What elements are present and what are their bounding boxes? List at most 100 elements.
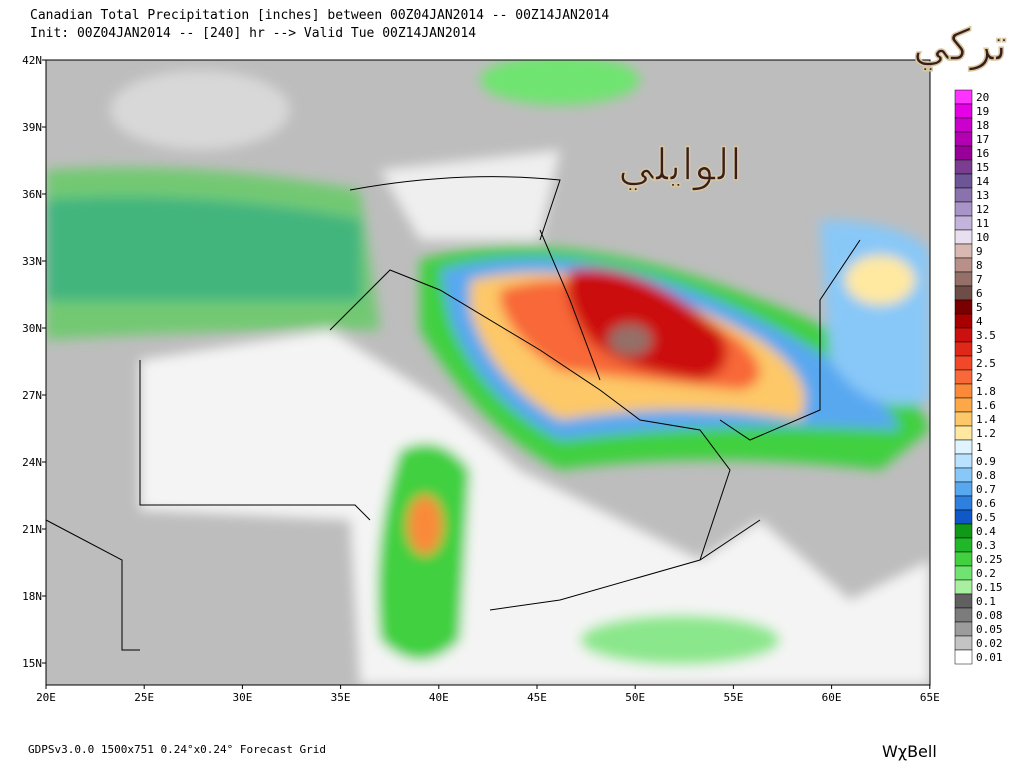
legend-label: 0.8 bbox=[976, 469, 996, 482]
lon-label: 60E bbox=[822, 691, 842, 704]
legend-swatch bbox=[954, 131, 973, 147]
legend-label: 16 bbox=[976, 147, 989, 160]
legend-swatch bbox=[954, 593, 973, 609]
legend-label: 0.1 bbox=[976, 595, 996, 608]
legend-label: 13 bbox=[976, 189, 989, 202]
precip-map bbox=[46, 60, 930, 685]
legend-label: 0.6 bbox=[976, 497, 996, 510]
legend-label: 20 bbox=[976, 91, 989, 104]
legend-label: 1.4 bbox=[976, 413, 996, 426]
lat-label: 30N bbox=[22, 322, 42, 335]
legend-swatch bbox=[954, 439, 973, 455]
legend-swatch bbox=[954, 425, 973, 441]
legend-label: 0.5 bbox=[976, 511, 996, 524]
footer-logo: WχBell bbox=[882, 742, 937, 761]
legend-swatch bbox=[954, 285, 973, 301]
legend-swatch bbox=[954, 551, 973, 567]
legend-label: 0.15 bbox=[976, 581, 1003, 594]
legend-swatch bbox=[954, 187, 973, 203]
legend-swatch bbox=[954, 173, 973, 189]
legend-label: 19 bbox=[976, 105, 989, 118]
lat-label: 42N bbox=[22, 54, 42, 67]
legend-label: 5 bbox=[976, 301, 983, 314]
legend-label: 2.5 bbox=[976, 357, 996, 370]
legend-swatch bbox=[954, 495, 973, 511]
legend-swatch bbox=[954, 481, 973, 497]
watermark-line2: الوايلي bbox=[618, 140, 742, 191]
legend-label: 4 bbox=[976, 315, 983, 328]
lon-label: 65E bbox=[920, 691, 940, 704]
lon-label: 25E bbox=[134, 691, 154, 704]
legend-label: 0.25 bbox=[976, 553, 1003, 566]
lat-label: 27N bbox=[22, 389, 42, 402]
lon-label: 45E bbox=[527, 691, 547, 704]
legend-swatch bbox=[954, 229, 973, 245]
legend-swatch bbox=[954, 397, 973, 413]
legend-swatch bbox=[954, 243, 973, 259]
legend-label: 1.6 bbox=[976, 399, 996, 412]
lat-label: 36N bbox=[22, 188, 42, 201]
legend-swatch bbox=[954, 369, 973, 385]
legend-swatch bbox=[954, 649, 973, 665]
legend-swatch bbox=[954, 313, 973, 329]
legend-label: 3.5 bbox=[976, 329, 996, 342]
legend-swatch bbox=[954, 257, 973, 273]
map-frame bbox=[45, 59, 931, 686]
legend-label: 1.2 bbox=[976, 427, 996, 440]
watermark-line1: تركي bbox=[913, 20, 1007, 71]
legend-swatch bbox=[954, 103, 973, 119]
legend-swatch bbox=[954, 537, 973, 553]
legend-label: 1.8 bbox=[976, 385, 996, 398]
header-line1: Canadian Total Precipitation [inches] be… bbox=[30, 8, 609, 23]
legend-swatch bbox=[954, 453, 973, 469]
legend-label: 18 bbox=[976, 119, 989, 132]
legend-swatch bbox=[954, 621, 973, 637]
legend-label: 6 bbox=[976, 287, 983, 300]
legend-swatch bbox=[954, 467, 973, 483]
legend-swatch bbox=[954, 579, 973, 595]
legend-label: 2 bbox=[976, 371, 983, 384]
lon-label: 50E bbox=[625, 691, 645, 704]
legend-label: 11 bbox=[976, 217, 989, 230]
legend-swatch bbox=[954, 159, 973, 175]
legend-label: 3 bbox=[976, 343, 983, 356]
legend-swatch bbox=[954, 635, 973, 651]
legend-label: 0.9 bbox=[976, 455, 996, 468]
legend-label: 0.7 bbox=[976, 483, 996, 496]
legend-swatch bbox=[954, 355, 973, 371]
lon-label: 55E bbox=[723, 691, 743, 704]
lat-label: 21N bbox=[22, 523, 42, 536]
legend-label: 10 bbox=[976, 231, 989, 244]
footer-info: GDPSv3.0.0 1500x751 0.24°x0.24° Forecast… bbox=[28, 743, 326, 756]
legend-label: 0.3 bbox=[976, 539, 996, 552]
legend-label: 14 bbox=[976, 175, 990, 188]
legend-swatch bbox=[954, 523, 973, 539]
header-line2: Init: 00Z04JAN2014 -- [240] hr --> Valid… bbox=[30, 26, 476, 41]
lon-label: 20E bbox=[36, 691, 56, 704]
axis-labels: 42N 39N 36N 33N 30N 27N 24N 21N 18N 15N 20E 25E 30E 3… bbox=[22, 54, 940, 704]
color-legend: 20191817161514131211109876543.532.521.81… bbox=[954, 89, 1003, 665]
legend-label: 15 bbox=[976, 161, 989, 174]
lat-label: 33N bbox=[22, 255, 42, 268]
legend-swatch bbox=[954, 145, 973, 161]
legend-swatch bbox=[954, 89, 973, 105]
legend-swatch bbox=[954, 327, 973, 343]
legend-label: 17 bbox=[976, 133, 989, 146]
legend-swatch bbox=[954, 201, 973, 217]
lat-label: 39N bbox=[22, 121, 42, 134]
legend-label: 1 bbox=[976, 441, 983, 454]
legend-swatch bbox=[954, 117, 973, 133]
lon-label: 35E bbox=[331, 691, 351, 704]
legend-label: 0.01 bbox=[976, 651, 1003, 664]
legend-label: 0.02 bbox=[976, 637, 1003, 650]
legend-label: 0.2 bbox=[976, 567, 996, 580]
legend-label: 7 bbox=[976, 273, 983, 286]
legend-swatch bbox=[954, 299, 973, 315]
legend-swatch bbox=[954, 411, 973, 427]
legend-swatch bbox=[954, 271, 973, 287]
lon-label: 40E bbox=[429, 691, 449, 704]
legend-swatch bbox=[954, 565, 973, 581]
legend-label: 9 bbox=[976, 245, 983, 258]
lat-label: 24N bbox=[22, 456, 42, 469]
